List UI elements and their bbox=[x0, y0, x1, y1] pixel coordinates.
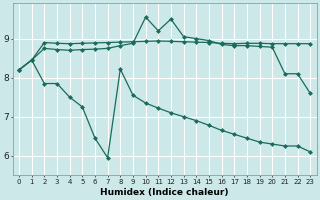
X-axis label: Humidex (Indice chaleur): Humidex (Indice chaleur) bbox=[100, 188, 229, 197]
